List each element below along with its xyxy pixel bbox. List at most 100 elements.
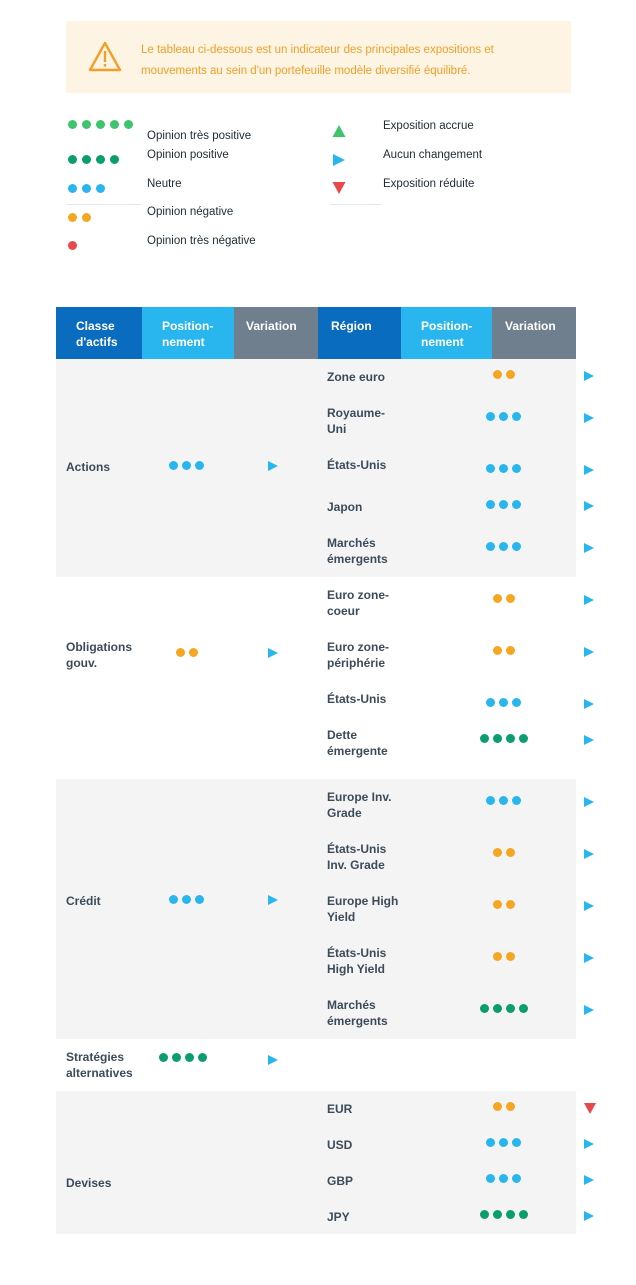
triangle-right-icon [584,849,594,859]
region-positioning-dots [492,646,515,655]
asset-class-label: Stratégies alternatives [66,1050,133,1080]
region-label: Royaume-Uni [327,406,386,436]
region-label: Japon [327,500,363,514]
asset-class-group: Actions Zone euro Royaume-Uni États-Unis Jap… [56,359,594,577]
asset-class-label: Crédit [66,894,101,908]
asset-class-group: Crédit Europe Inv. Grade États-Unis Inv. G… [56,779,594,1039]
opinion-dot [499,542,508,551]
opinion-dot [492,594,502,603]
opinion-dot [512,796,521,805]
region-row: Dette émergente [318,727,594,767]
opinion-dot [486,500,495,509]
opinion-dot [480,1210,489,1219]
legend-label-reduced: Exposition réduite [383,178,475,190]
region-positioning-dots [492,848,515,857]
opinion-dot [505,848,515,857]
opinion-dot [506,1004,515,1013]
opinion-dot [175,648,185,657]
warning-triangle-icon [88,41,122,72]
opinion-dot [492,848,502,857]
opinion-dot [195,895,204,904]
triangle-right-icon [584,1139,594,1149]
opinion-dot [493,734,502,743]
opinion-dot [512,500,521,509]
header-positioning: Position-nement [142,307,234,359]
region-label: JPY [327,1210,350,1224]
opinion-dot [519,1004,528,1013]
legend-label-unchanged: Aucun changement [383,149,483,161]
triangle-right-icon [584,699,594,709]
triangle-right-icon [584,901,594,911]
region-positioning-dots [486,1138,521,1147]
opinion-dot [499,1174,508,1183]
opinion-dot [512,1138,521,1147]
region-row: Royaume-Uni [318,405,594,445]
opinion-dot [505,1102,515,1111]
region-row: GBP [318,1173,594,1213]
triangle-right-icon [268,895,278,905]
legend-dots-very-negative [68,241,77,251]
opinion-dot [158,1053,168,1062]
header-region: Région [318,307,401,359]
triangle-right-icon [584,797,594,807]
asset-class-label: Devises [66,1176,112,1190]
group-positioning-dots [158,1053,207,1062]
opinion-dot [182,461,191,470]
region-positioning-dots [480,1004,528,1013]
asset-class-group: Stratégies alternatives [56,1039,576,1091]
region-row: États-Unis [318,691,594,731]
region-label: Zone euro [327,370,386,384]
group-positioning-dots [169,895,204,904]
region-row: États-Unis [318,457,594,497]
opinion-dot [492,952,502,961]
opinion-dot [512,542,521,551]
opinion-dot [486,1174,495,1183]
region-positioning-dots [480,734,528,743]
legend-dots-positive [68,155,119,165]
header-region-positioning: Position-nement [401,307,492,359]
opinion-dot [499,464,508,473]
opinion-dot [480,1004,489,1013]
opinion-dot [499,500,508,509]
header-variation: Variation [234,307,318,359]
opinion-dot [169,895,178,904]
region-row: Euro zone-coeur [318,587,594,627]
triangle-right-icon [584,413,594,423]
triangle-right-icon [268,1055,278,1065]
region-row: Marchés émergents [318,997,594,1037]
opinion-dot [506,734,515,743]
opinion-dot [512,698,521,707]
asset-class-label: Actions [66,460,111,474]
opinion-dot [197,1053,207,1062]
group-positioning-dots [175,648,198,657]
triangle-right-icon [584,595,594,605]
region-positioning-dots [486,1174,521,1183]
triangle-right-icon [584,465,594,475]
legend-dots-negative [68,213,91,223]
legend-label-neutral: Neutre [147,178,182,190]
legend-dots-very-positive [68,120,133,130]
region-label: GBP [327,1174,354,1188]
triangle-right-icon [584,1005,594,1015]
region-label: États-Unis High Yield [327,946,387,976]
opinion-dot [493,1004,502,1013]
opinion-dot [188,648,198,657]
opinion-dot [486,1138,495,1147]
triangle-right-icon [584,1175,594,1185]
region-row: Europe High Yield [318,893,594,933]
opinion-dot [486,698,495,707]
region-positioning-dots [492,952,515,961]
opinion-dot [499,796,508,805]
opinion-dot [519,734,528,743]
opinion-dot [493,1210,502,1219]
opinion-dot [486,464,495,473]
asset-class-group: Obligations gouv. Euro zone-coeur Euro zon… [56,577,594,779]
opinion-dot [505,594,515,603]
triangle-down-icon [584,1103,596,1114]
triangle-right-icon [584,371,594,381]
legend-label-increased: Exposition accrue [383,120,474,132]
opinion-dot [519,1210,528,1219]
header-asset-class: Classe d'actifs [56,307,142,359]
opinion-dot [505,952,515,961]
region-label: Euro zone-périphérie [327,640,389,670]
